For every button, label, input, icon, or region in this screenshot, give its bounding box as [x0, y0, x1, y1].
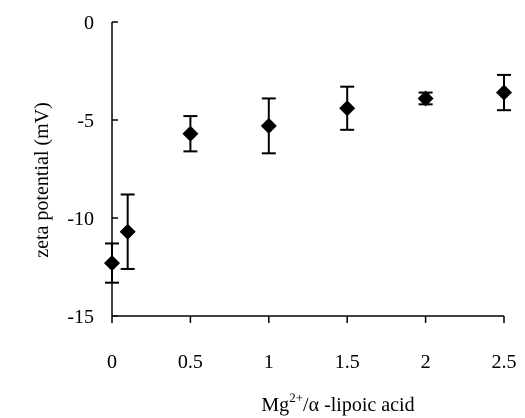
data-point-diamond — [260, 117, 277, 134]
x-tick-label: 1 — [264, 351, 274, 373]
x-tick-label: 0.5 — [178, 351, 203, 373]
x-tick-label: 1.5 — [335, 351, 360, 373]
x-axis-label: Mg2+/α -lipoic acid — [261, 390, 414, 416]
x-axis-label-base: Mg — [261, 394, 289, 416]
y-tick-label: -5 — [77, 110, 94, 132]
data-point-group — [260, 97, 277, 155]
y-ticks: 0 -5 -10 -15 — [67, 12, 118, 328]
data-point-diamond — [182, 125, 199, 142]
x-axis-label-rest: /α -lipoic acid — [303, 394, 415, 416]
data-point-diamond — [339, 100, 356, 117]
data-point-group — [417, 90, 434, 107]
data-point-group — [182, 115, 199, 153]
x-ticks: 0 0.5 1 1.5 2 2.5 — [107, 316, 517, 373]
data-point-diamond — [417, 90, 434, 107]
y-tick-label: -15 — [67, 306, 94, 328]
y-tick-label: 0 — [84, 12, 94, 34]
y-tick-label: -10 — [67, 208, 94, 230]
data-point-group — [104, 242, 120, 284]
x-tick-label: 0 — [107, 351, 117, 373]
y-axis-label: zeta potential (mV) — [31, 102, 53, 258]
data-point-group — [119, 193, 136, 270]
x-tick-label: 2 — [421, 351, 431, 373]
x-tick-label: 2.5 — [492, 351, 517, 373]
data-series — [104, 73, 512, 284]
data-point-diamond — [119, 223, 136, 240]
x-axis-label-superscript: 2+ — [289, 390, 303, 405]
data-point-diamond — [496, 84, 512, 101]
data-point-group — [496, 73, 512, 112]
axes — [111, 22, 504, 317]
data-point-diamond — [104, 255, 120, 272]
data-point-group — [339, 85, 356, 131]
